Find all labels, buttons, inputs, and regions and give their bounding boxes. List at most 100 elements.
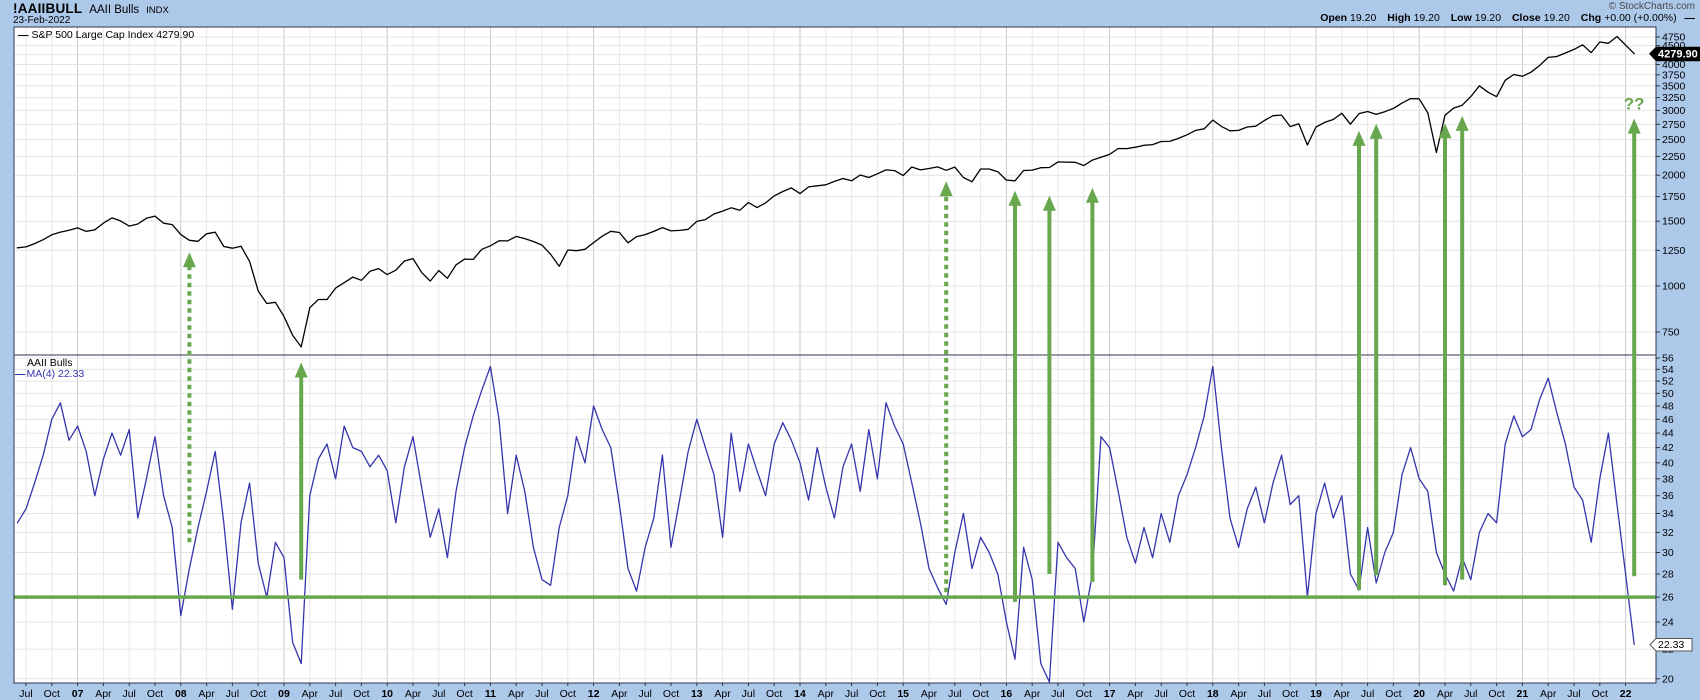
arrow-head (1008, 190, 1022, 206)
close-label: Close (1511, 12, 1541, 24)
x-axis-month-label: Oct (456, 688, 472, 700)
x-axis-month-label: Oct (1592, 688, 1608, 700)
question-marks-annotation: ?? (1624, 95, 1645, 114)
x-axis-month-label: Apr (302, 688, 319, 700)
chg-label: Chg (1580, 12, 1602, 24)
x-axis-year-label: 10 (381, 688, 393, 700)
x-axis-month-label: Apr (1540, 688, 1557, 700)
price-axis-tick: 1750 (1662, 191, 1686, 203)
x-axis-month-label: Oct (1488, 688, 1504, 700)
x-axis-year-label: 14 (794, 688, 806, 700)
x-axis-month-label: Jul (19, 688, 32, 700)
low-value: 19.20 (1474, 12, 1502, 24)
x-axis-month-label: Apr (1127, 688, 1144, 700)
x-axis-month-label: Apr (714, 688, 731, 700)
aaii-axis-tick: 34 (1662, 508, 1674, 520)
aaii-axis-tick: 24 (1662, 617, 1674, 629)
x-axis-month-label: Apr (1334, 688, 1351, 700)
x-axis-month-label: Jul (638, 688, 651, 700)
aaii-axis-tick: 20 (1662, 673, 1674, 685)
symbol-name: AAII Bulls (89, 4, 140, 16)
aaii-axis-tick: 48 (1662, 401, 1674, 413)
arrow-head (939, 181, 953, 197)
x-axis-month-label: Apr (1024, 688, 1041, 700)
x-axis-month-label: Oct (560, 688, 576, 700)
aaii-axis-tick: 38 (1662, 473, 1674, 485)
aaii-axis-tick: 44 (1662, 428, 1674, 440)
x-axis-month-label: Jul (329, 688, 342, 700)
arrow-head (294, 362, 308, 378)
price-flag-shape (1649, 46, 1700, 62)
quote-summary-row: Open 19.20 High 19.20 Low 19.20 Close 19.20 … (1320, 12, 1695, 24)
x-axis-year-label: 17 (1104, 688, 1116, 700)
price-axis-tick: 2000 (1662, 170, 1686, 182)
x-axis-month-label: Jul (1361, 688, 1374, 700)
aaii-axis-tick: 26 (1662, 592, 1674, 604)
x-axis-year-label: 21 (1517, 688, 1529, 700)
signal-arrow (1369, 123, 1383, 576)
price-axis-tick: 3500 (1662, 80, 1686, 92)
chg-value: +0.00 (+0.00%) (1604, 12, 1677, 24)
x-axis-month-label: Apr (95, 688, 112, 700)
aaii-flag-shape (1649, 638, 1693, 652)
line-style-marker: — (1684, 12, 1696, 24)
signal-arrow (1008, 190, 1022, 602)
price-axis-tick: 3750 (1662, 69, 1686, 81)
close-value: 19.20 (1543, 12, 1570, 24)
x-axis-month-label: Jul (1154, 688, 1167, 700)
x-axis-year-label: 11 (485, 688, 496, 700)
aaii-panel-legend: —MA(4) 22.33 (15, 368, 84, 380)
open-label: Open (1320, 12, 1348, 24)
x-axis-year-label: 18 (1207, 688, 1219, 700)
x-axis-year-label: 09 (278, 688, 290, 700)
aaii-axis-tick: 50 (1662, 388, 1674, 400)
signal-arrow-dashed (939, 181, 953, 593)
price-axis-tick: 1500 (1662, 216, 1686, 228)
price-axis-tick: 3250 (1662, 92, 1686, 104)
x-axis-month-label: Oct (1179, 688, 1195, 700)
x-axis-month-label: Apr (611, 688, 628, 700)
x-axis-month-label: Oct (1282, 688, 1298, 700)
x-axis-month-label: Oct (663, 688, 679, 700)
x-axis-month-label: Jul (1464, 688, 1477, 700)
aaii-last-value-flag: 22.33 (1649, 638, 1693, 652)
x-axis-month-label: Jul (1567, 688, 1580, 700)
sp500-legend-text: S&P 500 Large Cap Index 4279.90 (31, 29, 195, 41)
x-axis-month-label: Apr (921, 688, 938, 700)
aaii-axis-tick: 28 (1662, 569, 1674, 581)
x-axis-month-label: Oct (1076, 688, 1092, 700)
arrow-head (1369, 123, 1383, 139)
stockcharts-copyright: © StockCharts.com (1608, 1, 1695, 12)
x-axis-year-label: 12 (588, 688, 600, 700)
arrow-head (182, 252, 196, 268)
price-panel-legend: — S&P 500 Large Cap Index 4279.90 (18, 29, 194, 41)
x-axis-month-label: Oct (44, 688, 60, 700)
x-axis-month-label: Jul (432, 688, 445, 700)
aaii-last-value-text: 22.33 (1658, 639, 1684, 651)
price-axis-tick: 1250 (1662, 245, 1686, 257)
aaii-axis-tick: 56 (1662, 353, 1674, 365)
price-axis-tick: 2500 (1662, 134, 1686, 146)
x-axis-year-label: 16 (1001, 688, 1013, 700)
aaii-axis-tick: 42 (1662, 442, 1674, 454)
x-axis-year-label: 15 (897, 688, 909, 700)
arrow-head (1455, 115, 1469, 131)
aaii-axis-tick: 54 (1662, 364, 1674, 376)
x-axis-month-label: Oct (766, 688, 782, 700)
chart-date: 23-Feb-2022 (13, 15, 71, 26)
x-axis-year-label: 22 (1620, 688, 1632, 700)
x-axis-month-label: Apr (405, 688, 422, 700)
signal-arrow (1085, 187, 1099, 582)
x-axis-month-label: Apr (508, 688, 525, 700)
x-axis-year-label: 19 (1310, 688, 1322, 700)
aaii-bulls-line (16, 365, 1635, 683)
sp500-line (16, 35, 1635, 348)
x-axis-year-label: 13 (691, 688, 703, 700)
plot-border (13, 26, 1657, 684)
aaii-axis-tick: 36 (1662, 490, 1674, 502)
x-axis-month-label: Jul (535, 688, 548, 700)
price-axis-tick: 4750 (1662, 32, 1686, 44)
symbol-ticker: !AAIIBULL (13, 1, 83, 16)
price-axis-tick: 750 (1662, 327, 1680, 339)
